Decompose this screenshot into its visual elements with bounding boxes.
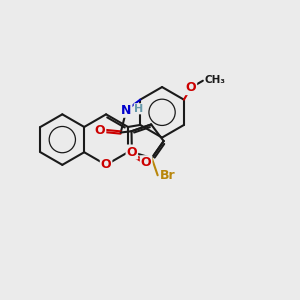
Text: O: O (101, 158, 111, 171)
Text: N: N (121, 104, 131, 117)
Text: O: O (127, 146, 137, 158)
Text: CH₃: CH₃ (204, 74, 225, 85)
Text: O: O (141, 156, 152, 169)
Text: Br: Br (160, 169, 176, 182)
Text: O: O (186, 81, 196, 94)
Text: H: H (134, 104, 143, 114)
Text: O: O (95, 124, 105, 137)
